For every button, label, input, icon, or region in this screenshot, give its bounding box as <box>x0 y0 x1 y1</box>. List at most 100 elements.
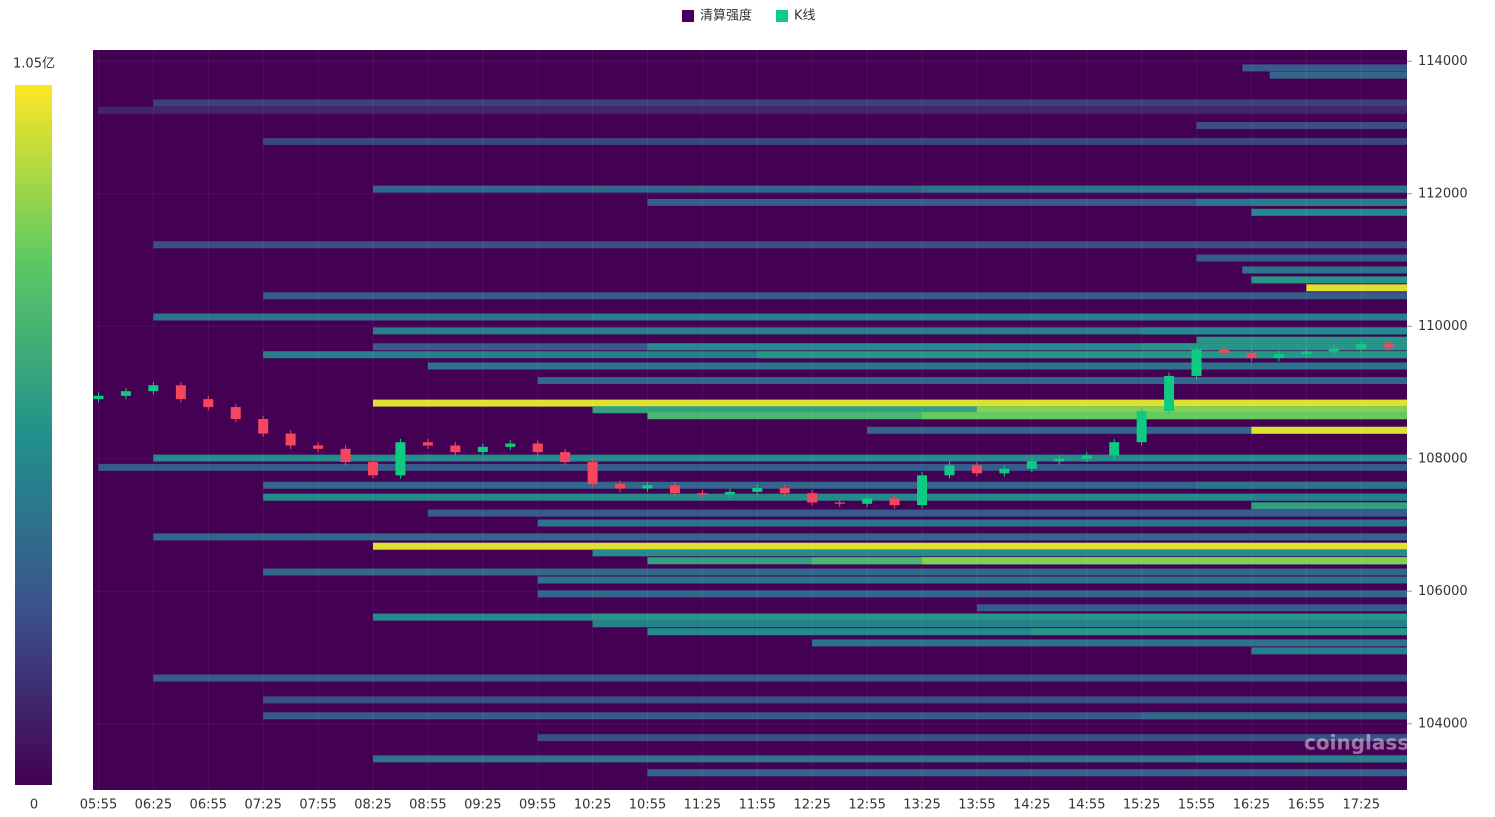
y-tick-label: 114000 <box>1418 54 1468 69</box>
heat-band <box>592 613 1407 621</box>
heat-band <box>592 313 1407 321</box>
x-tick-label: 05:55 <box>80 798 117 813</box>
candle-body <box>615 483 626 489</box>
heat-band <box>1196 254 1407 262</box>
candle-body <box>779 487 790 494</box>
candle-body <box>971 465 982 474</box>
x-tick-label: 09:55 <box>519 798 556 813</box>
x-tick-label: 06:25 <box>135 798 172 813</box>
heat-band <box>537 519 1407 527</box>
candle-body <box>834 502 845 504</box>
candle-body <box>1164 375 1175 412</box>
candle-body <box>230 407 241 420</box>
x-tick-label: 17:25 <box>1343 798 1380 813</box>
heat-band <box>922 557 1407 565</box>
heat-band <box>757 351 1407 359</box>
candle-body <box>999 468 1010 474</box>
candle-body <box>395 442 406 476</box>
heat-band <box>537 734 1407 742</box>
candle-body <box>1191 349 1202 376</box>
x-tick-label: 10:25 <box>574 798 611 813</box>
x-tick-label: 16:55 <box>1288 798 1325 813</box>
candle-body <box>148 385 159 392</box>
candle-body <box>340 448 351 463</box>
candle-body <box>285 433 296 446</box>
x-tick-label: 12:55 <box>848 798 885 813</box>
heat-band <box>98 106 1407 114</box>
candle-body <box>669 485 680 494</box>
candle-body <box>1026 461 1037 469</box>
x-tick-label: 07:55 <box>299 798 336 813</box>
heat-band <box>592 549 1407 557</box>
y-tick-label: 108000 <box>1418 451 1468 466</box>
candle-body <box>807 493 818 503</box>
candle-body <box>477 446 488 453</box>
heat-band <box>1141 327 1407 335</box>
candle-body <box>560 452 571 463</box>
heat-band <box>976 604 1407 612</box>
heat-band <box>98 463 1407 471</box>
candle-body <box>752 487 763 492</box>
y-tick-label: 104000 <box>1418 716 1468 731</box>
watermark: coinglass <box>1304 731 1409 755</box>
y-tick-label: 106000 <box>1418 584 1468 599</box>
legend-swatch[interactable] <box>682 10 694 22</box>
candle-body <box>450 445 461 453</box>
heat-band <box>153 241 1407 249</box>
heat-band <box>1269 71 1407 79</box>
heat-band <box>1141 712 1407 720</box>
heat-band <box>1251 276 1407 284</box>
candle-body <box>1109 442 1120 456</box>
heat-band <box>647 343 1407 351</box>
candle-body <box>1218 349 1229 353</box>
colorbar-label: 0 <box>30 798 38 813</box>
candle-body <box>1273 354 1284 359</box>
heat-band <box>373 542 1407 550</box>
x-tick-label: 06:55 <box>190 798 227 813</box>
candle-body <box>532 443 543 453</box>
candle-body <box>724 491 735 495</box>
heat-band <box>263 481 1407 489</box>
y-tick-label: 112000 <box>1418 186 1468 201</box>
heat-band <box>812 639 1407 647</box>
x-tick-label: 11:55 <box>739 798 776 813</box>
heat-band <box>373 327 1407 335</box>
candle-body <box>313 445 324 449</box>
heat-band <box>647 628 1407 636</box>
x-tick-label: 11:25 <box>684 798 721 813</box>
x-tick-label: 16:25 <box>1233 798 1270 813</box>
heat-band <box>263 292 1407 300</box>
heat-band <box>373 185 1407 193</box>
legend-label[interactable]: K线 <box>794 9 816 24</box>
heat-band <box>263 493 1407 501</box>
x-tick-label: 08:55 <box>409 798 446 813</box>
heat-band <box>1196 336 1407 344</box>
colorbar-label: 1.05亿 <box>13 57 55 72</box>
heat-band <box>537 576 1407 584</box>
heat-band <box>1196 755 1407 763</box>
candle-body <box>862 498 873 504</box>
x-tick-label: 15:25 <box>1123 798 1160 813</box>
legend-swatch[interactable] <box>776 10 788 22</box>
x-tick-label: 14:55 <box>1068 798 1105 813</box>
candle-body <box>1081 455 1092 459</box>
candle-body <box>697 493 708 495</box>
x-tick-label: 13:55 <box>958 798 995 813</box>
heat-band <box>647 198 1407 206</box>
heat-band <box>1251 426 1407 434</box>
heat-band <box>373 399 1407 407</box>
legend-label[interactable]: 清算强度 <box>700 8 752 24</box>
x-tick-label: 08:25 <box>354 798 391 813</box>
heat-band <box>373 755 1407 763</box>
colorbar <box>15 85 52 785</box>
heat-band <box>1141 343 1407 351</box>
plot-area <box>93 50 1407 790</box>
heat-band <box>153 454 1407 462</box>
x-tick-label: 13:25 <box>903 798 940 813</box>
heat-band <box>153 99 1407 107</box>
x-tick-label: 10:55 <box>629 798 666 813</box>
candle-body <box>889 498 900 506</box>
candle-body <box>1383 344 1394 348</box>
candle-body <box>587 462 598 484</box>
